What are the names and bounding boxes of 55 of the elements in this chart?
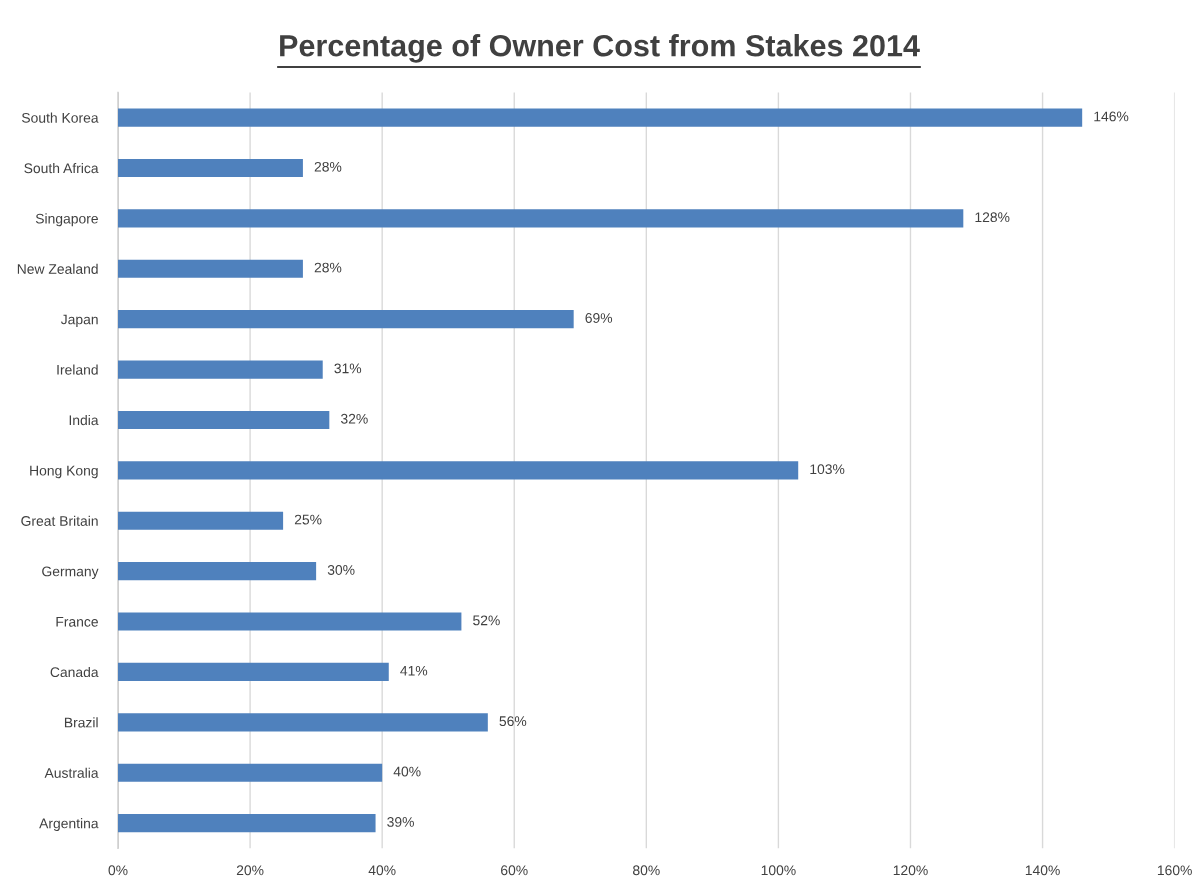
y-tick-label: Australia — [44, 767, 99, 778]
data-label: 69% — [585, 313, 613, 323]
y-tick-label: Singapore — [35, 213, 98, 227]
bar — [118, 511, 284, 530]
y-tick-label: Germany — [42, 566, 99, 580]
data-label: 25% — [294, 514, 322, 525]
x-tick-label: 60% — [501, 865, 528, 876]
x-tick-label: 0% — [108, 865, 128, 876]
y-tick-label: South Korea — [21, 112, 99, 123]
y-tick-label: Canada — [50, 666, 99, 678]
data-label: 41% — [400, 665, 428, 676]
x-tick-label: 20% — [236, 865, 264, 876]
bar — [118, 662, 389, 682]
bar — [118, 310, 574, 329]
y-tick-label: Argentina — [39, 818, 99, 832]
y-tick-label: Hong Kong — [30, 465, 98, 479]
y-tick-label: New Zealand — [17, 263, 98, 274]
bar — [118, 461, 799, 480]
bar — [118, 612, 462, 631]
x-tick-label: 120% — [893, 865, 928, 876]
data-label: 30% — [327, 565, 355, 575]
y-tick-label: France — [56, 617, 98, 627]
data-label: 32% — [340, 413, 368, 424]
x-tick-label: 160% — [1157, 865, 1192, 876]
y-tick-label: Great Britain — [21, 515, 98, 526]
y-tick-label: South Africa — [24, 162, 99, 174]
chart-title: Percentage of Owner Cost from Stakes 2014 — [280, 34, 920, 63]
bar — [118, 814, 376, 833]
data-label: 128% — [975, 212, 1010, 223]
y-tick-label: Ireland — [57, 364, 98, 375]
y-tick-label: Brazil — [64, 717, 98, 728]
bar — [118, 562, 317, 581]
bar — [118, 108, 1083, 127]
bar — [118, 209, 964, 228]
data-label: 146% — [1094, 111, 1129, 122]
x-tick-label: 140% — [1025, 865, 1060, 876]
data-label: 52% — [473, 615, 500, 626]
bar — [118, 763, 383, 782]
y-tick-label: India — [69, 414, 99, 426]
x-tick-label: 80% — [633, 865, 660, 876]
data-label: 103% — [810, 464, 845, 475]
bar — [118, 410, 330, 430]
bar — [118, 360, 323, 379]
data-label: 28% — [314, 161, 342, 172]
bar — [118, 158, 303, 178]
x-tick-label: 40% — [368, 865, 396, 876]
data-label: 39% — [387, 817, 414, 827]
x-tick-label: 100% — [761, 865, 796, 876]
bar — [118, 259, 303, 278]
data-label: 31% — [334, 363, 362, 374]
data-label: 56% — [499, 716, 527, 727]
data-label: 40% — [393, 766, 421, 777]
bar — [118, 713, 488, 732]
y-tick-label: Japan — [60, 314, 98, 328]
data-label: 28% — [314, 262, 342, 273]
